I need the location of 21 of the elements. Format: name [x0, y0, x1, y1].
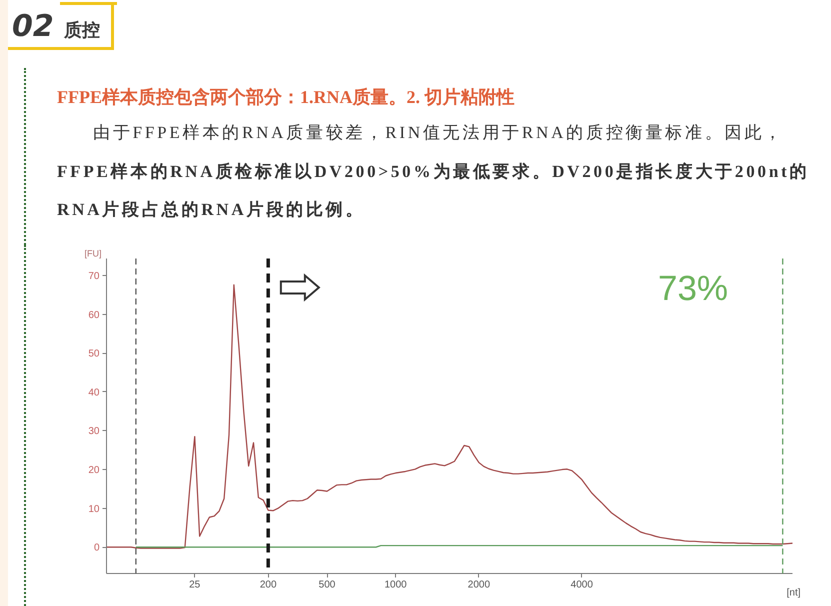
x-tick-label: 4000 — [570, 580, 594, 590]
x-axis-title: [nt] — [786, 588, 801, 598]
y-axis-title: [FU] — [84, 248, 102, 258]
chart-subtitle: FFPE样本质控包含两个部分：1.RNA质量。2. 切片粘附性 — [57, 86, 514, 109]
x-tick-label: 2000 — [468, 580, 490, 590]
x-tick-label: 200 — [260, 580, 277, 590]
y-tick-label: 60 — [88, 310, 100, 321]
x-tick-label: 25 — [189, 580, 201, 590]
text: FFPE样本的RNA质检标准以DV200>50%为最低要求。DV200是指长度大于200nt的RNA片段占总的RNA片段的比例。 — [57, 160, 810, 221]
annotation: 73% — [658, 268, 728, 308]
y-tick-label: 20 — [88, 465, 100, 476]
chart-title: 02 质控 — [12, 9, 100, 44]
y-tick-label: 30 — [88, 426, 100, 438]
x-tick-label: 500 — [318, 580, 336, 590]
y-tick-label: 50 — [88, 348, 100, 360]
text: 由于FFPE样本的RNA质量较差，RIN值无法用于RNA的质控衡量标准。因此， — [92, 122, 786, 144]
y-tick-label: 0 — [94, 542, 100, 554]
y-tick-label: 40 — [88, 387, 100, 398]
x-tick-label: 1000 — [384, 580, 408, 590]
y-tick-label: 70 — [88, 271, 100, 282]
y-tick-label: 10 — [88, 504, 100, 515]
